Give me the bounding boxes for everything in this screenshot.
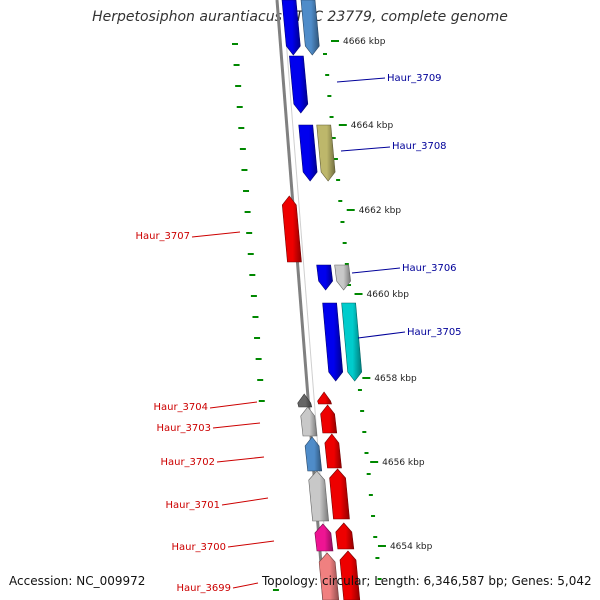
ruler-tick-label: 4654 kbp (390, 542, 433, 552)
gene-arrow[interactable] (298, 124, 318, 182)
gene-arrow[interactable] (317, 391, 332, 405)
gene-label[interactable]: Haur_3706 (402, 263, 457, 274)
gene-arrow[interactable] (304, 436, 323, 472)
footer: Accession: NC_009972 Topology: circular;… (0, 574, 600, 592)
gene-label-leader (340, 146, 391, 152)
gene-arrow[interactable] (300, 0, 320, 56)
gene-arrow[interactable] (289, 55, 309, 114)
gene-label[interactable]: Haur_3703 (156, 423, 211, 434)
gene-arrow[interactable] (281, 0, 301, 56)
gene-arrow[interactable] (314, 523, 334, 552)
gene-arrow[interactable] (339, 550, 361, 600)
gene-arrow[interactable] (281, 195, 302, 263)
genome-title: Herpetosiphon aurantiacus ATCC 23779, co… (92, 9, 508, 25)
gene-arrow[interactable] (318, 552, 340, 600)
accession-text: Accession: NC_009972 (9, 574, 146, 588)
gene-arrow[interactable] (316, 124, 336, 182)
gene-label[interactable]: Haur_3700 (171, 542, 226, 553)
ruler-tick-label: 4664 kbp (351, 121, 394, 131)
gene-label[interactable]: Haur_3707 (135, 231, 190, 242)
gene-label[interactable]: Haur_3709 (387, 73, 442, 84)
gene-label[interactable]: Haur_3699 (176, 583, 231, 594)
gene-label[interactable]: Haur_3705 (407, 327, 462, 338)
ruler-tick-label: 4658 kbp (374, 374, 417, 384)
gene-arrow[interactable] (320, 404, 338, 434)
gene-label-leader (191, 231, 241, 238)
gene-arrow[interactable] (297, 393, 313, 408)
gene-label[interactable]: Haur_3708 (392, 141, 447, 152)
gene-arrow[interactable] (316, 264, 333, 291)
gene-label-leader (221, 497, 269, 506)
gene-label-leader (216, 456, 265, 463)
gene-label[interactable]: Haur_3702 (160, 457, 215, 468)
gene-label-leader (212, 422, 261, 429)
gene-arrow[interactable] (300, 406, 318, 437)
gene-arrow[interactable] (324, 433, 342, 469)
gene-arrow[interactable] (341, 302, 363, 382)
gene-arrow[interactable] (308, 470, 329, 522)
gene-arrow[interactable] (335, 522, 355, 550)
gene-label-leader (351, 267, 401, 274)
gene-arrow[interactable] (334, 264, 351, 291)
topology-text: Topology: circular; Length: 6,346,587 bp… (262, 574, 592, 588)
gene-arrow[interactable] (322, 302, 344, 382)
ruler-tick-label: 4662 kbp (359, 206, 402, 216)
gene-label-leader (357, 331, 406, 339)
ruler-tick-label: 4666 kbp (343, 37, 386, 47)
gene-label-leader (209, 401, 258, 409)
gene-label[interactable]: Haur_3704 (153, 402, 208, 413)
ruler-tick-label: 4660 kbp (367, 290, 410, 300)
ruler-tick-label: 4656 kbp (382, 458, 425, 468)
gene-label[interactable]: Haur_3701 (165, 500, 220, 511)
gene-label-leader (232, 582, 259, 589)
gene-label-leader (336, 77, 386, 83)
gene-label-leader (227, 540, 275, 548)
gene-arrow[interactable] (329, 468, 350, 520)
